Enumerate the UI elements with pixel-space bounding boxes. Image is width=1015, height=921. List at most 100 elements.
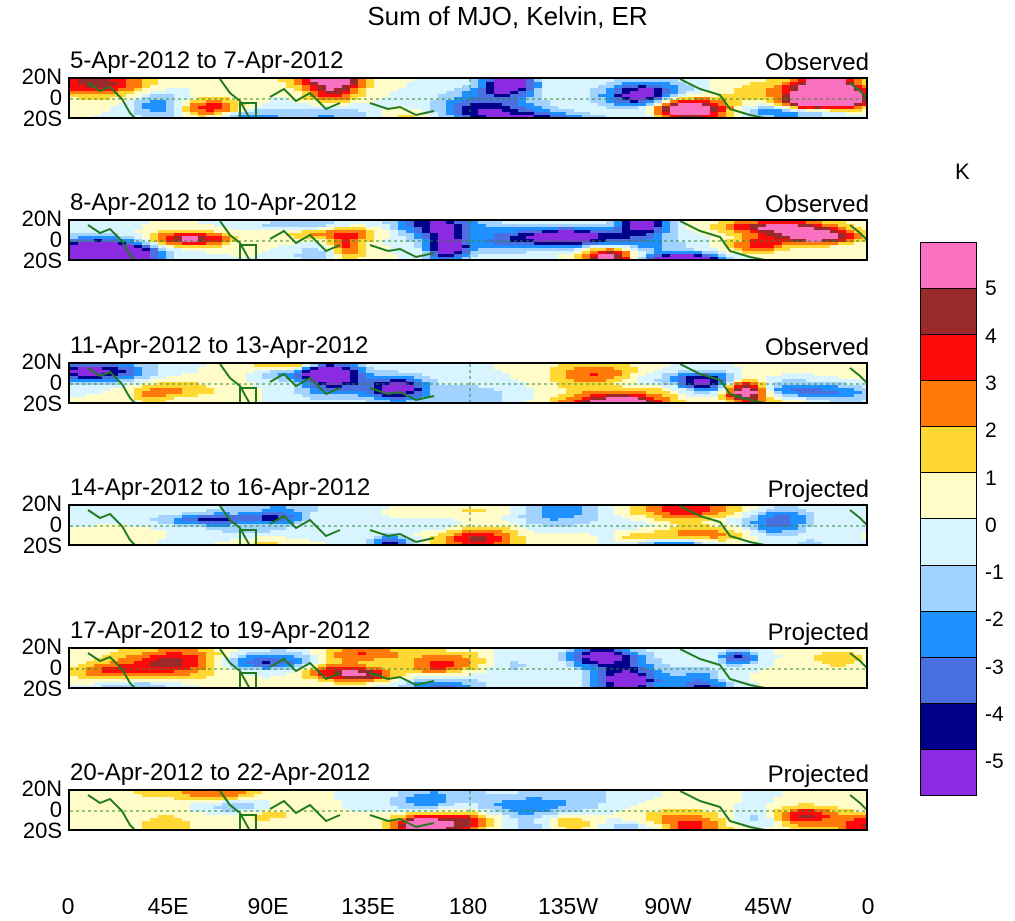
field-cell bbox=[790, 403, 799, 404]
field-cell bbox=[102, 400, 111, 404]
field-cell bbox=[270, 257, 279, 261]
field-cell bbox=[366, 115, 375, 119]
field-cell bbox=[574, 118, 583, 119]
field-cell bbox=[102, 118, 111, 119]
field-cell bbox=[534, 260, 543, 261]
field-cell bbox=[222, 260, 231, 261]
field-cell bbox=[286, 118, 295, 119]
field-cell bbox=[598, 260, 607, 261]
field-cell bbox=[342, 260, 351, 261]
field-cell bbox=[118, 400, 127, 404]
field-cell bbox=[662, 403, 671, 404]
field-cell bbox=[638, 400, 647, 404]
field-cell bbox=[206, 257, 215, 261]
field-cell bbox=[286, 403, 295, 404]
field-cell bbox=[286, 115, 295, 119]
field-cell bbox=[214, 403, 223, 404]
field-cell bbox=[182, 260, 191, 261]
panel-status-label: Observed bbox=[765, 191, 869, 219]
field-cell bbox=[190, 260, 199, 261]
field-cell bbox=[142, 118, 151, 119]
field-cell bbox=[414, 260, 423, 261]
field-cell bbox=[862, 260, 868, 261]
field-cell bbox=[710, 260, 719, 261]
field-cell bbox=[198, 260, 207, 261]
field-cell bbox=[238, 403, 247, 404]
field-cell bbox=[94, 118, 103, 119]
field-cell bbox=[502, 403, 511, 404]
field-cell bbox=[102, 260, 111, 261]
field-cell bbox=[190, 115, 199, 119]
field-cell bbox=[638, 257, 647, 261]
field-cell bbox=[94, 403, 103, 404]
field-cell bbox=[334, 257, 343, 261]
y-tick-label: 20S bbox=[0, 534, 62, 558]
field-cell bbox=[702, 257, 711, 261]
field-cell bbox=[798, 118, 807, 119]
field-cell bbox=[726, 400, 735, 404]
field-cell bbox=[798, 257, 807, 261]
field-cell bbox=[550, 115, 559, 119]
field-cell bbox=[142, 400, 151, 404]
field-cell bbox=[206, 403, 215, 404]
field-cell bbox=[150, 118, 159, 119]
field-cell bbox=[486, 118, 495, 119]
field-cell bbox=[438, 403, 447, 404]
field-cell bbox=[614, 118, 623, 119]
field-cell bbox=[622, 403, 631, 404]
field-cell bbox=[438, 115, 447, 119]
field-cell bbox=[206, 260, 215, 261]
field-cell bbox=[494, 400, 503, 404]
field-cell bbox=[702, 118, 711, 119]
field-cell bbox=[846, 403, 855, 404]
field-cell bbox=[430, 260, 439, 261]
field-cell bbox=[446, 403, 455, 404]
field-cell bbox=[382, 115, 391, 119]
field-cell bbox=[302, 400, 311, 404]
field-cell bbox=[214, 118, 223, 119]
field-cell bbox=[790, 115, 799, 119]
field-cell bbox=[694, 400, 703, 404]
field-cell bbox=[134, 257, 143, 261]
field-cell bbox=[462, 400, 471, 404]
field-cell bbox=[102, 403, 111, 404]
anomaly-field bbox=[70, 506, 868, 546]
field-cell bbox=[294, 115, 303, 119]
field-cell bbox=[326, 257, 335, 261]
field-cell bbox=[622, 115, 631, 119]
field-cell bbox=[862, 118, 868, 119]
field-cell bbox=[230, 260, 239, 261]
field-cell bbox=[566, 115, 575, 119]
field-cell bbox=[630, 260, 639, 261]
field-cell bbox=[854, 118, 863, 119]
field-cell bbox=[862, 403, 868, 404]
field-cell bbox=[726, 118, 735, 119]
field-cell bbox=[422, 257, 431, 261]
field-cell bbox=[182, 115, 191, 119]
field-cell bbox=[126, 260, 135, 261]
field-cell bbox=[214, 257, 223, 261]
field-cell bbox=[574, 257, 583, 261]
field-cell bbox=[358, 400, 367, 404]
field-cell bbox=[534, 118, 543, 119]
field-cell bbox=[334, 118, 343, 119]
field-cell bbox=[150, 115, 159, 119]
field-cell bbox=[830, 257, 839, 261]
field-cell bbox=[454, 260, 463, 261]
field-cell bbox=[70, 260, 79, 261]
field-cell bbox=[342, 403, 351, 404]
field-cell bbox=[398, 115, 407, 119]
field-cell bbox=[470, 257, 479, 261]
field-cell bbox=[118, 260, 127, 261]
field-cell bbox=[422, 115, 431, 119]
field-cell bbox=[654, 400, 663, 404]
field-cell bbox=[782, 260, 791, 261]
field-cell bbox=[86, 260, 95, 261]
field-cell bbox=[646, 257, 655, 261]
field-cell bbox=[502, 257, 511, 261]
field-cell bbox=[542, 257, 551, 261]
field-cell bbox=[478, 260, 487, 261]
field-cell bbox=[694, 403, 703, 404]
field-cell bbox=[566, 400, 575, 404]
field-cell bbox=[822, 260, 831, 261]
